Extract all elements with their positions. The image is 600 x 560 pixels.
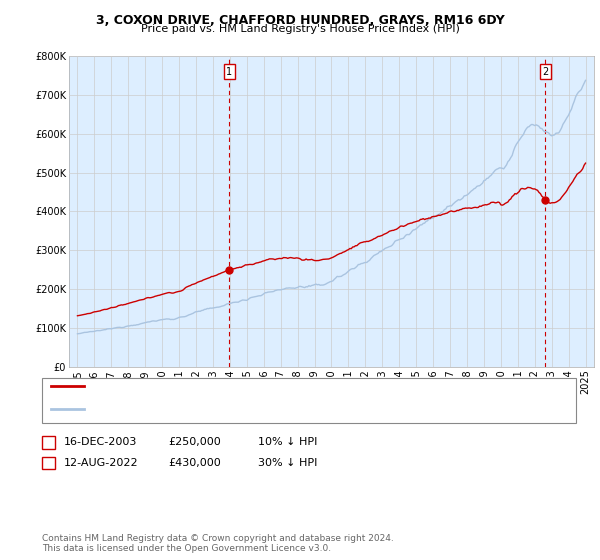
Text: 12-AUG-2022: 12-AUG-2022 [64, 458, 139, 468]
Text: 16-DEC-2003: 16-DEC-2003 [64, 437, 137, 447]
Text: 10% ↓ HPI: 10% ↓ HPI [258, 437, 317, 447]
Text: 3, COXON DRIVE, CHAFFORD HUNDRED, GRAYS, RM16 6DY (detached house): 3, COXON DRIVE, CHAFFORD HUNDRED, GRAYS,… [90, 381, 491, 391]
Text: 1: 1 [226, 67, 232, 77]
Text: £250,000: £250,000 [168, 437, 221, 447]
Text: 1: 1 [45, 437, 52, 447]
Text: Price paid vs. HM Land Registry's House Price Index (HPI): Price paid vs. HM Land Registry's House … [140, 24, 460, 34]
Text: 2: 2 [45, 458, 52, 468]
Text: £430,000: £430,000 [168, 458, 221, 468]
Text: 3, COXON DRIVE, CHAFFORD HUNDRED, GRAYS, RM16 6DY: 3, COXON DRIVE, CHAFFORD HUNDRED, GRAYS,… [95, 14, 505, 27]
Text: Contains HM Land Registry data © Crown copyright and database right 2024.
This d: Contains HM Land Registry data © Crown c… [42, 534, 394, 553]
Text: HPI: Average price, detached house, Thurrock: HPI: Average price, detached house, Thur… [90, 404, 329, 414]
Text: 30% ↓ HPI: 30% ↓ HPI [258, 458, 317, 468]
Text: 2: 2 [542, 67, 548, 77]
